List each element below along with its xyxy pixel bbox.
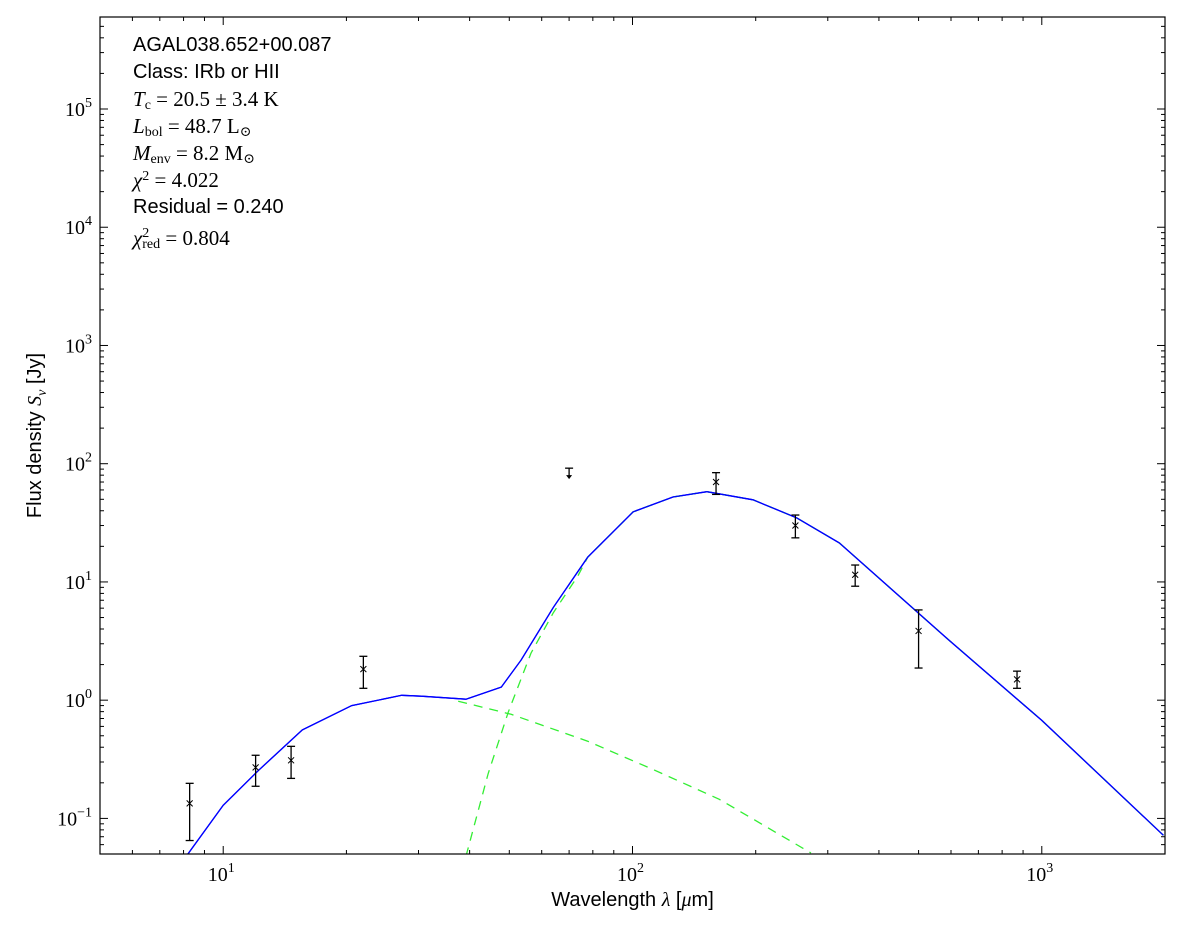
data-point xyxy=(1013,670,1022,689)
y-axis-label: Flux density Sν [Jy] xyxy=(24,353,50,518)
y-tick-exp: 0 xyxy=(85,687,92,702)
point-marker xyxy=(287,756,295,764)
x-label-part: m] xyxy=(692,889,714,911)
y-tick-exp: 4 xyxy=(85,214,92,229)
data-point xyxy=(359,655,368,689)
upper-limit-arrow xyxy=(566,475,573,480)
x-tick-base: 10 xyxy=(617,864,637,886)
x-tick-base: 10 xyxy=(208,864,228,886)
x-axis-label: Wavelength λ [μm] xyxy=(551,889,714,911)
point-marker xyxy=(186,800,194,807)
chi2-red-value: = 0.804 xyxy=(160,226,230,250)
luminosity-symbol: L xyxy=(133,114,145,138)
temperature-symbol: T xyxy=(133,87,145,111)
point-marker xyxy=(712,478,720,486)
data-point xyxy=(851,564,860,587)
fit-annotation: AGAL038.652+00.087 Class: IRb or HII Tc … xyxy=(133,32,332,252)
mass-symbol: M xyxy=(133,141,151,165)
y-tick-base: 10 xyxy=(57,808,77,830)
y-label-part: Flux density xyxy=(24,406,46,518)
plot-area xyxy=(185,467,1164,854)
temperature-line: Tc = 20.5 ± 3.4 K xyxy=(133,86,332,113)
y-label-part: ν xyxy=(35,389,50,396)
y-tick-base: 10 xyxy=(65,217,85,239)
y-tick-exp: 2 xyxy=(85,451,92,466)
chi2-red-subscript: red xyxy=(142,237,161,252)
x-tick-label: 103 xyxy=(1026,861,1053,886)
x-label-part: λ xyxy=(661,889,671,911)
x-label-part: μ xyxy=(680,889,691,911)
source-name: AGAL038.652+00.087 xyxy=(133,34,332,56)
point-marker xyxy=(252,764,259,771)
y-tick-label: 105 xyxy=(65,96,92,121)
y-tick-label: 100 xyxy=(65,687,92,712)
source-class: Class: IRb or HII xyxy=(133,61,280,83)
luminosity-line: Lbol = 48.7 L⊙ xyxy=(133,113,332,140)
y-tick-label: 10−1 xyxy=(57,805,92,830)
residual-line: Residual = 0.240 xyxy=(133,196,284,218)
y-tick-exp: 1 xyxy=(85,569,92,584)
luminosity-subscript: bol xyxy=(144,125,163,140)
y-tick-exp: 3 xyxy=(85,332,92,347)
point-marker xyxy=(360,665,367,673)
chi2-symbol: χ xyxy=(133,168,143,192)
point-marker xyxy=(1013,676,1021,683)
mass-subscript: env xyxy=(150,152,171,167)
y-tick-base: 10 xyxy=(65,335,85,357)
data-point xyxy=(287,745,296,780)
chi2-red-line: χ 2 red = 0.804 xyxy=(133,225,332,252)
y-tick-base: 10 xyxy=(65,572,85,594)
chi2-value: = 4.022 xyxy=(149,168,219,192)
x-tick-exp: 3 xyxy=(1046,861,1053,876)
chi2-superscript: 2 xyxy=(142,169,150,184)
y-label-part: S xyxy=(24,396,46,406)
mass-value: = 8.2 M xyxy=(170,141,244,165)
y-tick-label: 101 xyxy=(65,569,92,594)
chi2-red-indices: 2 red xyxy=(142,226,161,252)
data-point xyxy=(565,467,574,480)
y-tick-exp: 5 xyxy=(85,96,92,111)
component-curve-2 xyxy=(465,491,1164,854)
chi2-red-superscript: 2 xyxy=(142,226,150,241)
point-marker xyxy=(915,627,922,635)
data-point xyxy=(185,782,194,842)
luminosity-value: = 48.7 L xyxy=(162,114,240,138)
temperature-subscript: c xyxy=(144,98,151,113)
point-marker xyxy=(851,571,859,579)
x-tick-label: 101 xyxy=(208,861,235,886)
data-point xyxy=(251,754,260,787)
component-curve-1 xyxy=(458,700,812,854)
x-tick-label: 102 xyxy=(617,861,644,886)
data-point xyxy=(914,609,923,669)
x-label-part: Wavelength xyxy=(551,889,661,911)
y-tick-base: 10 xyxy=(65,454,85,476)
y-tick-exp: −1 xyxy=(77,805,92,820)
total-model-curve-top xyxy=(187,491,1164,854)
x-tick-base: 10 xyxy=(1026,864,1046,886)
x-label-part: [ xyxy=(670,889,682,911)
solar-subscript: ⊙ xyxy=(239,125,252,140)
y-label-part: [Jy] xyxy=(24,353,46,390)
chi2-red-symbol: χ xyxy=(133,226,143,250)
y-tick-base: 10 xyxy=(65,690,85,712)
y-tick-label: 103 xyxy=(65,332,92,357)
x-tick-exp: 2 xyxy=(637,861,644,876)
point-marker xyxy=(792,522,799,529)
y-tick-label: 102 xyxy=(65,451,92,476)
mass-line: Menv = 8.2 M⊙ xyxy=(133,140,332,167)
x-tick-exp: 1 xyxy=(228,861,235,876)
y-tick-base: 10 xyxy=(65,99,85,121)
solar-subscript: ⊙ xyxy=(243,152,255,167)
data-point xyxy=(712,472,721,496)
data-point xyxy=(791,514,800,539)
y-tick-label: 104 xyxy=(65,214,92,239)
temperature-value: = 20.5 ± 3.4 K xyxy=(150,87,279,111)
chi2-line: χ2 = 4.022 xyxy=(133,167,332,194)
